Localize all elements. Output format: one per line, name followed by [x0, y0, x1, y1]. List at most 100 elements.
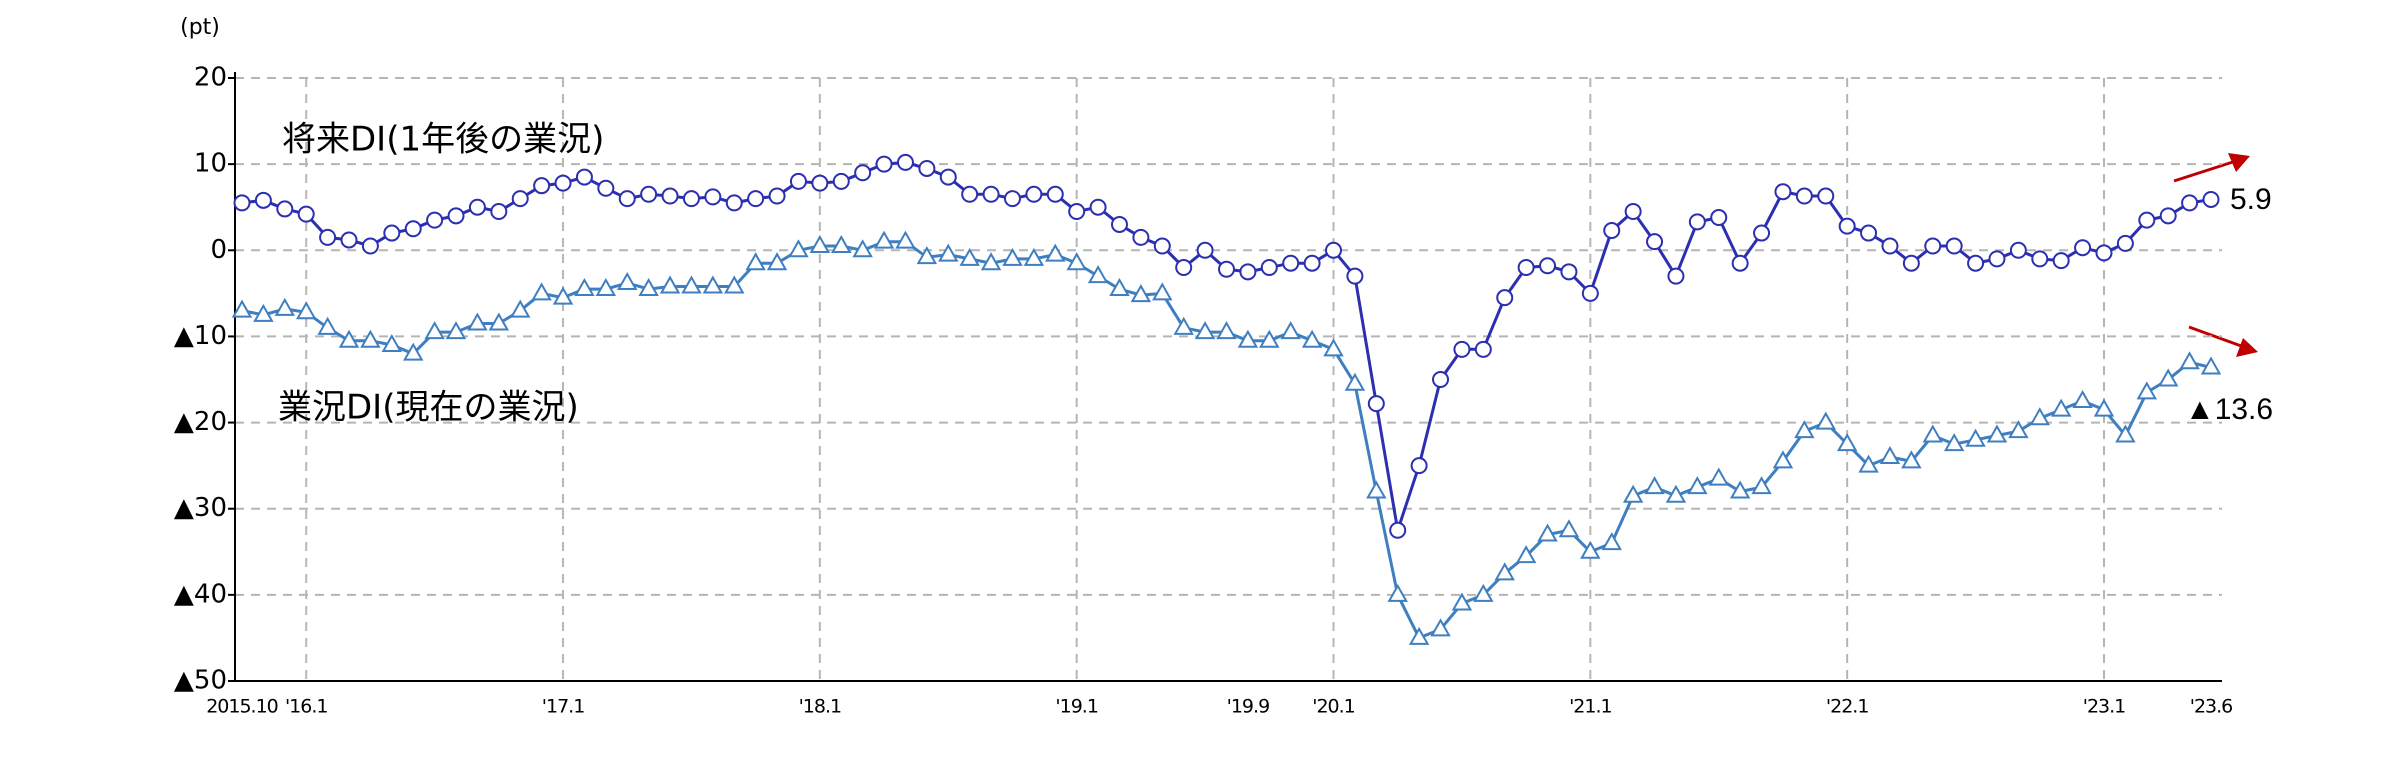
- point: [1132, 228, 1150, 246]
- point: [852, 239, 873, 258]
- point: [574, 278, 595, 297]
- point: [1901, 450, 1922, 469]
- point: [295, 301, 317, 320]
- point: [1729, 480, 1751, 499]
- point: [1432, 371, 1450, 388]
- point: [424, 321, 445, 340]
- point: [1389, 521, 1407, 539]
- point: [2181, 194, 2199, 212]
- point: [1665, 484, 1687, 503]
- point: [1152, 282, 1173, 301]
- point: [552, 286, 574, 305]
- point: [1624, 203, 1642, 221]
- point: [1515, 545, 1537, 564]
- point: [939, 168, 957, 186]
- point: [1537, 523, 1558, 542]
- point: [404, 220, 422, 238]
- point: [1325, 241, 1343, 259]
- point: [445, 321, 467, 340]
- point: [617, 271, 638, 291]
- point: [467, 312, 488, 331]
- point: [1560, 263, 1578, 281]
- point: [2093, 398, 2115, 417]
- point: [1922, 424, 1943, 443]
- point: [1772, 450, 1794, 469]
- point: [1196, 241, 1214, 259]
- point: [1002, 247, 1023, 266]
- point: [1218, 260, 1235, 278]
- point: [1580, 540, 1601, 559]
- point: [575, 168, 593, 186]
- point: [2052, 252, 2070, 270]
- x-tick-label: '23.1: [2083, 696, 2126, 718]
- point: [1945, 237, 1963, 255]
- point: [254, 191, 272, 209]
- y-tick-label: ▲20: [174, 407, 227, 437]
- point: [2116, 234, 2134, 252]
- point: [233, 194, 251, 212]
- point: [2029, 407, 2050, 426]
- point: [1646, 233, 1664, 251]
- point: [875, 155, 893, 173]
- point: [961, 185, 979, 203]
- y-tick-label: ▲30: [174, 493, 227, 523]
- point: [1046, 185, 1064, 203]
- point: [1410, 457, 1428, 475]
- point: [1581, 284, 1599, 302]
- y-tick-label: 0: [210, 235, 227, 265]
- y-unit: (pt): [180, 15, 220, 40]
- point: [1173, 316, 1194, 335]
- x-tick-label: '16.1: [285, 696, 328, 718]
- point: [809, 234, 831, 253]
- point: [1836, 433, 1858, 452]
- point: [1710, 209, 1728, 227]
- point: [1130, 284, 1152, 303]
- point: [2138, 211, 2156, 229]
- point: [1539, 257, 1557, 275]
- point: [681, 275, 702, 294]
- point: [638, 278, 659, 297]
- point: [383, 224, 401, 242]
- point: [1494, 562, 1515, 581]
- point: [1774, 183, 1792, 201]
- point: [361, 237, 379, 255]
- point: [1280, 321, 1301, 340]
- point: [938, 243, 959, 262]
- y-tick-label: 20: [194, 63, 227, 93]
- point: [2095, 244, 2113, 262]
- point: [789, 172, 807, 190]
- point: [1601, 532, 1622, 551]
- point: [918, 159, 936, 177]
- point: [1025, 185, 1043, 203]
- point: [1943, 433, 1965, 452]
- point: [597, 179, 615, 197]
- point: [1239, 263, 1257, 281]
- point: [1237, 329, 1259, 348]
- point: [1879, 446, 1901, 465]
- point: [511, 190, 529, 208]
- point: [1344, 372, 1366, 391]
- series-label: 将来DI(1年後の業況): [282, 120, 604, 160]
- point: [1216, 321, 1237, 340]
- point: [832, 172, 850, 190]
- point: [873, 230, 895, 249]
- point: [1110, 215, 1128, 233]
- point: [702, 275, 724, 294]
- point: [1815, 411, 1836, 430]
- point: [2136, 381, 2158, 400]
- arrow: [2173, 159, 2237, 183]
- arrow-head: [2228, 153, 2250, 172]
- x-tick-label: 2015.10: [206, 696, 278, 718]
- point: [1066, 252, 1087, 271]
- point: [1731, 254, 1749, 272]
- point: [1323, 338, 1344, 357]
- x-tick-label: '18.1: [799, 696, 842, 718]
- point: [1003, 190, 1021, 208]
- point: [1473, 583, 1494, 602]
- point: [1603, 221, 1621, 239]
- point: [1474, 340, 1492, 358]
- point: [426, 211, 444, 229]
- point: [661, 187, 679, 205]
- point: [1259, 329, 1280, 348]
